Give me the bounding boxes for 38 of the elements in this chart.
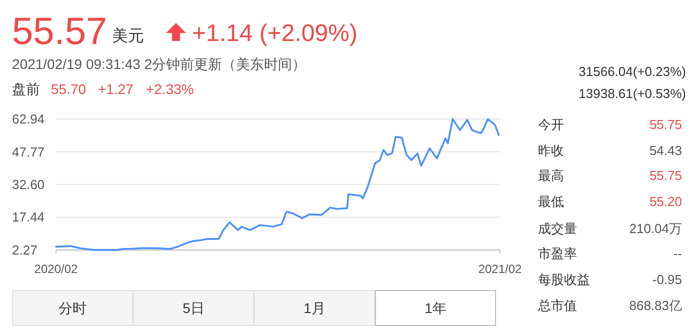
text: 1年: [424, 300, 446, 316]
text: 最低: [538, 194, 564, 209]
line-series: [55, 118, 500, 251]
text: 市盈率: [538, 246, 577, 261]
y-tick-label: 17.44: [12, 210, 45, 225]
text: 55.70: [51, 81, 86, 97]
x-tick-label: 2021/02: [478, 262, 522, 276]
text: 分时: [58, 300, 86, 316]
text: 210.04万: [629, 221, 682, 236]
text: 55.75: [649, 117, 682, 132]
text: 13938.61(+0.53%): [578, 86, 686, 101]
text: 总市值: [537, 298, 577, 313]
y-tick-label: 32.60: [12, 177, 45, 192]
text: 盘前: [12, 81, 40, 97]
text: 成交量: [538, 221, 577, 236]
y-tick-label: 62.94: [12, 112, 45, 126]
text: 每股收益: [538, 272, 590, 287]
text: --: [673, 246, 682, 261]
y-tick-label: 47.77: [12, 144, 45, 160]
text: +1.14 (+2.09%): [192, 20, 358, 47]
text: 最高: [538, 168, 564, 183]
text: +1.27: [98, 81, 134, 97]
text: -0.95: [652, 272, 682, 287]
text: 55.20: [649, 194, 682, 209]
text: 昨收: [538, 143, 564, 158]
text: 54.43: [649, 143, 682, 158]
text: +2.33%: [146, 81, 194, 97]
text: 55.75: [649, 168, 682, 183]
text: 868.83亿: [629, 298, 682, 313]
text: 5日: [182, 300, 204, 316]
text: 55.57: [12, 11, 108, 53]
x-tick-label: 2020/02: [34, 262, 78, 276]
text: 2021/02/19 09:31:43 2分钟前更新（美东时间）: [12, 56, 306, 72]
text: 今开: [538, 117, 564, 132]
y-tick-label: 2.27: [12, 242, 38, 258]
text: 美元: [112, 27, 144, 45]
text: 1月: [304, 300, 326, 316]
text: 31566.04(+0.23%): [578, 64, 686, 79]
